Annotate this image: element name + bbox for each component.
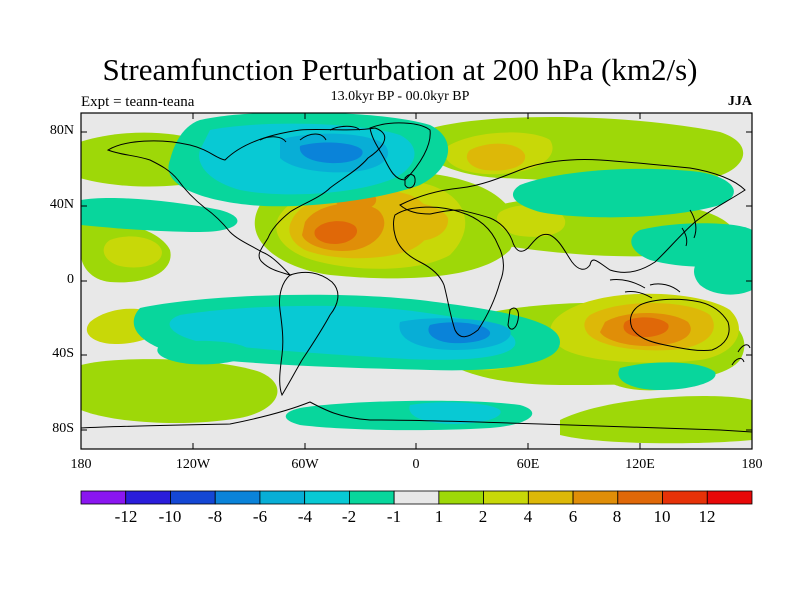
contour-green-south-e [560,396,752,444]
contour-red-atl [314,221,358,244]
colorbar-label: -8 [207,507,223,526]
colorbar-box [706,490,753,505]
lon-label: 60W [291,457,319,472]
coast-australia [629,298,730,351]
lat-label: 0 [67,272,74,287]
colorbar-box [662,490,708,505]
lon-label: 0 [412,457,420,472]
contour-orange-eurasia [466,143,526,171]
contour-green-south-pac [81,359,278,424]
experiment-label: Expt = teann-teana [81,94,195,110]
colorbar-label: 4 [523,507,533,526]
axis-ticks [80,113,753,449]
season-label: JJA [727,94,752,109]
colorbar-box [259,490,306,505]
colorbar [80,490,753,505]
coastlines [81,122,752,433]
colorbar-box [80,490,127,505]
colorbar-label: -4 [297,507,313,526]
colorbar-label: 12 [698,507,716,526]
lat-label: 80S [52,421,74,436]
colorbar-label: 8 [612,507,622,526]
colorbar-box [393,490,440,505]
contour-field [81,113,752,444]
coast-indonesia [609,279,681,299]
colorbar-label: -1 [386,507,402,526]
contour-orange-atl2 [377,201,449,242]
lon-label: 180 [741,457,763,472]
lat-label: 80N [49,123,74,138]
contour-cyan-sw [157,340,251,365]
contour-teal-south-far [409,402,501,424]
lon-label: 180 [70,457,92,472]
colorbar-label: 10 [653,507,671,526]
contour-cyan-se [618,362,716,390]
colorbar-box [617,490,663,505]
contour-cyan-e [694,253,752,295]
coast-africa [393,206,504,338]
contour-blue-south2 [428,322,491,344]
colorbar-box [348,490,395,505]
colorbar-box [170,490,216,505]
colorbar-box [438,490,484,505]
lon-label: 120E [625,457,655,472]
colorbar-label: -6 [252,507,268,526]
coast-arctic-islands [259,125,361,143]
colorbar-box [483,490,529,505]
colorbar-label: -2 [341,507,357,526]
coast-new-zealand [731,344,751,366]
lon-label: 60E [516,457,540,472]
colorbar-label: -12 [114,507,138,526]
coast-south-america [279,271,339,397]
plot-title: Streamfunction Perturbation at 200 hPa (… [102,52,698,87]
colorbar-box [572,490,619,505]
plot-subtitle: 13.0kyr BP - 00.0kyr BP [330,89,470,104]
coast-japan [681,209,697,247]
coast-madagascar [507,307,519,330]
coast-eurasia [399,159,746,273]
contour-yellow-pac-w [103,236,162,268]
colorbar-label: -10 [158,507,182,526]
coast-antarctica [81,401,752,433]
colorbar-label: 1 [434,507,444,526]
lat-label: 40S [52,346,74,361]
colorbar-label: 6 [568,507,578,526]
coast-uk [404,174,416,189]
contour-blue-na2 [299,142,363,164]
coast-north-america [106,127,386,277]
colorbar-box [214,490,261,505]
colorbar-box [304,490,350,505]
contour-cyan-asia [512,168,734,218]
colorbar-box [527,490,574,505]
lon-label: 120W [175,457,211,472]
colorbar-label: 2 [478,507,488,526]
contour-cyan-w-pac [81,198,238,232]
lat-label: 40N [49,197,74,212]
colorbar-box [125,490,171,505]
